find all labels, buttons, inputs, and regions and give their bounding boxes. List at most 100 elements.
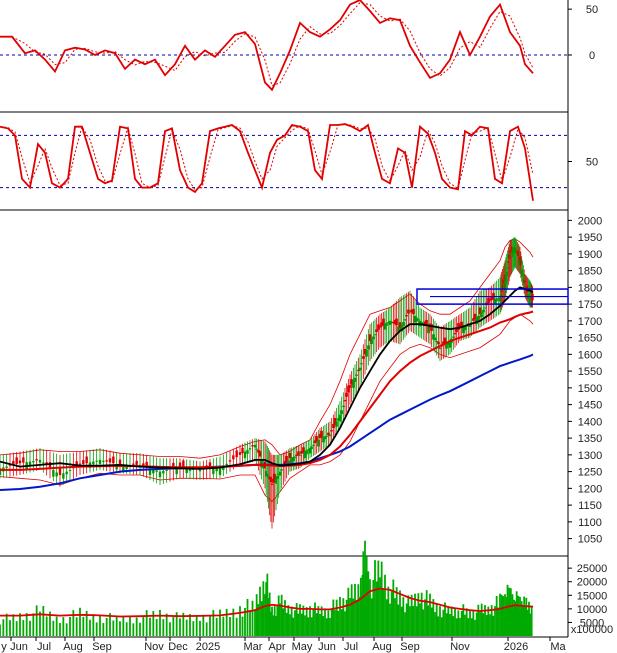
x-tick-label: 2026 bbox=[504, 641, 528, 653]
x-tick-label: 2025 bbox=[196, 641, 220, 653]
candle-body bbox=[312, 444, 315, 446]
candle-body bbox=[32, 460, 35, 463]
volume-bar bbox=[492, 615, 495, 636]
x-tick-label: Ma bbox=[550, 641, 566, 653]
volume-bar bbox=[289, 614, 291, 636]
candle-body bbox=[385, 323, 388, 326]
volume-bar bbox=[75, 617, 78, 636]
volume-bar bbox=[432, 599, 435, 636]
volume-bar bbox=[215, 617, 218, 636]
volume-bar bbox=[82, 616, 85, 636]
volume-bar bbox=[380, 561, 383, 636]
y-tick-label: 1400 bbox=[578, 416, 602, 428]
volume-bar bbox=[474, 619, 476, 636]
volume-bar bbox=[25, 613, 28, 636]
candle-body bbox=[405, 315, 408, 317]
volume-bar bbox=[115, 615, 118, 636]
volume-bar bbox=[155, 618, 158, 636]
volume-bar bbox=[305, 607, 308, 636]
volume-bar bbox=[352, 598, 355, 636]
y-tick-label: 1850 bbox=[578, 266, 602, 278]
volume-bar bbox=[185, 619, 188, 636]
volume-bar bbox=[342, 598, 345, 636]
candle-body bbox=[407, 309, 410, 314]
volume-bar bbox=[309, 606, 311, 636]
volume-bar bbox=[149, 617, 151, 636]
candle-body bbox=[438, 347, 442, 350]
volume-bar bbox=[139, 622, 141, 636]
volume-bar bbox=[497, 607, 500, 636]
candle-body bbox=[255, 448, 258, 450]
candle-body bbox=[468, 324, 472, 327]
y-tick-label: 1500 bbox=[578, 383, 602, 395]
volume-bar bbox=[430, 607, 433, 636]
volume-bar bbox=[374, 560, 376, 636]
candle-body bbox=[350, 379, 353, 385]
volume-bar bbox=[72, 610, 75, 636]
candle-body bbox=[293, 456, 297, 458]
y-tick-label: 1600 bbox=[578, 349, 602, 361]
candle-body bbox=[482, 309, 485, 313]
y-tick-label: 1350 bbox=[578, 433, 602, 445]
volume-bar bbox=[85, 611, 88, 636]
volume-bar bbox=[145, 610, 148, 636]
candle-body bbox=[118, 459, 122, 465]
volume-bar bbox=[454, 608, 456, 636]
volume-bar bbox=[300, 613, 303, 636]
candle-body bbox=[480, 311, 483, 318]
candle-body bbox=[12, 460, 15, 465]
candle-body bbox=[232, 455, 235, 460]
y-tick-label: 2000 bbox=[578, 215, 602, 227]
volume-bar bbox=[319, 614, 321, 636]
volume-bar bbox=[355, 599, 358, 636]
volume-bar bbox=[344, 611, 346, 636]
candle-body bbox=[373, 334, 377, 336]
volume-bar bbox=[299, 604, 301, 636]
candle-body bbox=[62, 473, 65, 479]
candle-body bbox=[317, 439, 320, 447]
volume-bar bbox=[49, 611, 51, 636]
volume-bar bbox=[302, 605, 305, 636]
volume-bar bbox=[354, 583, 356, 636]
volume-bar bbox=[5, 613, 8, 636]
candle-body bbox=[185, 467, 188, 474]
oscillator-2-panel: 50 bbox=[0, 123, 598, 201]
candle-body bbox=[453, 332, 457, 335]
volume-bar bbox=[275, 616, 277, 636]
ma-black-line bbox=[0, 286, 534, 470]
candle-body bbox=[58, 468, 62, 475]
volume-bar bbox=[109, 613, 111, 636]
candle-body bbox=[435, 340, 438, 342]
candle-body bbox=[68, 469, 72, 471]
candle-body bbox=[172, 462, 175, 469]
candle-body bbox=[258, 451, 262, 457]
volume-bar bbox=[322, 616, 325, 636]
volume-bar bbox=[9, 620, 11, 636]
candle-body bbox=[499, 294, 503, 296]
candle-body bbox=[55, 472, 58, 477]
volume-bar bbox=[205, 622, 208, 636]
y-tick-label: 1250 bbox=[578, 467, 602, 479]
candle-body bbox=[395, 318, 398, 326]
candle-body bbox=[302, 447, 305, 453]
volume-bar bbox=[439, 606, 441, 636]
volume-bar bbox=[199, 620, 201, 636]
volume-bar bbox=[397, 604, 400, 636]
candle-body bbox=[75, 461, 78, 467]
volume-bar bbox=[459, 617, 461, 636]
volume-bar bbox=[340, 609, 343, 636]
candle-body bbox=[417, 319, 420, 321]
candle-body bbox=[462, 326, 465, 334]
volume-bar bbox=[435, 604, 438, 636]
volume-bar bbox=[2, 619, 5, 636]
candle-body bbox=[519, 258, 523, 266]
volume-bar bbox=[524, 606, 526, 636]
volume-bar bbox=[484, 605, 486, 636]
volume-bar bbox=[241, 616, 244, 636]
volume-bar bbox=[330, 609, 333, 636]
candle-body bbox=[403, 319, 407, 321]
volume-bar bbox=[382, 588, 385, 636]
signal-line bbox=[0, 123, 534, 191]
